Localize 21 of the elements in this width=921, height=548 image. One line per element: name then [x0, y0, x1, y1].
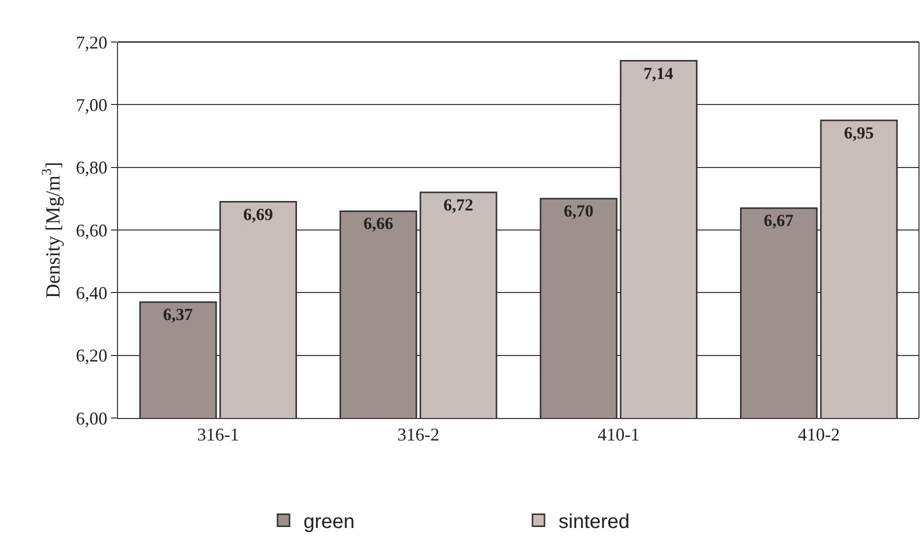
y-tick-label: 7,00: [76, 94, 108, 115]
data-label: 6,95: [844, 123, 874, 142]
x-tick-label: 316-2: [397, 424, 440, 445]
x-tick-label: 410-2: [798, 424, 840, 445]
data-label: 6,66: [363, 214, 394, 234]
y-tick-label: 6,80: [76, 158, 108, 178]
data-label: 6,69: [243, 204, 274, 224]
legend-label: sintered: [558, 511, 630, 534]
data-label: 6,67: [764, 211, 794, 230]
data-label: 7,14: [644, 64, 674, 83]
y-tick-label: 7,20: [76, 32, 108, 52]
data-label: 6,37: [162, 305, 194, 324]
data-label: 6,70: [564, 202, 594, 221]
y-tick-label: 6,60: [76, 220, 108, 240]
legend-label: green: [304, 511, 355, 534]
y-tick-label: 6,40: [76, 282, 108, 303]
x-tick-label: 316-1: [197, 424, 240, 445]
y-tick-label: 6,00: [76, 408, 108, 428]
x-tick-label: 410-1: [598, 424, 640, 445]
y-tick-label: 6,20: [76, 346, 108, 366]
data-label: 6,72: [444, 195, 474, 214]
